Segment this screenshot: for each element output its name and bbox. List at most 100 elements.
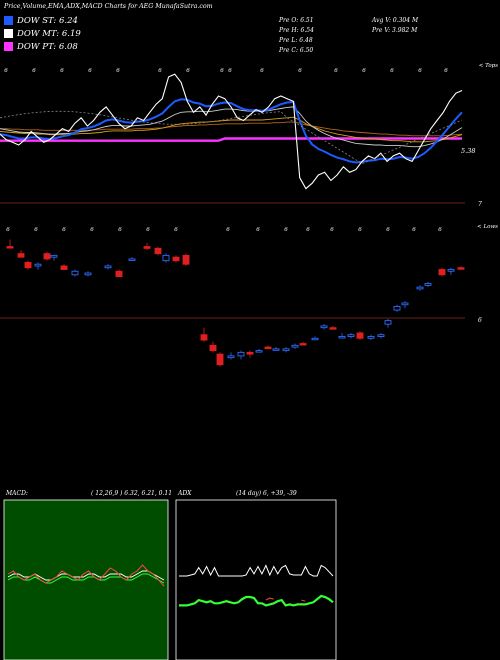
candle-lows-label: < Lows: [477, 224, 498, 230]
candle-top-marker: 6: [358, 227, 362, 233]
candle-body: [424, 283, 432, 286]
adx-title: ADX: [177, 490, 192, 497]
candle-top-marker: 6: [284, 227, 288, 233]
candle-body: [347, 334, 355, 337]
candle-body: [393, 306, 401, 311]
candle: [6, 239, 14, 249]
candle-body: [438, 269, 446, 276]
candle-top-marker: 6: [386, 227, 390, 233]
price-top-marker: 6: [220, 68, 224, 74]
candle: [104, 264, 112, 270]
candle-body: [329, 327, 337, 330]
candle-top-marker: 6: [226, 227, 230, 233]
adx-panel-bg: [175, 499, 337, 660]
candle: [424, 281, 432, 288]
candle: [299, 341, 307, 346]
prev-high: Pre H: 6.54: [279, 27, 314, 34]
candle: [182, 253, 190, 266]
candle-body: [43, 253, 51, 260]
candle: [384, 318, 392, 328]
candle-body: [282, 348, 290, 352]
candle: [282, 347, 290, 353]
price-top-marker: 6: [362, 68, 366, 74]
price-level-label: 7: [478, 201, 482, 208]
price-top-marker: 6: [444, 68, 448, 74]
candle: [338, 332, 346, 339]
price-dotted-line: [0, 110, 463, 165]
candle-body: [384, 320, 392, 325]
candle-body: [377, 334, 385, 337]
candle: [329, 325, 337, 330]
candle-body: [104, 265, 112, 269]
candle-body: [311, 337, 319, 341]
candle: [347, 332, 355, 339]
candle-body: [17, 253, 25, 258]
candle: [246, 350, 254, 358]
price-top-marker: 6: [186, 68, 190, 74]
candle: [115, 269, 123, 278]
candle-body: [246, 351, 254, 355]
candle-top-marker: 6: [330, 227, 334, 233]
candle-body: [6, 246, 14, 249]
macd-series-line-2: [7, 564, 165, 587]
prev-low: Pre L: 6.48: [279, 37, 313, 44]
price-ema-value: 5.38: [461, 147, 475, 155]
macd-params: ( 12,26,9 ) 6.32, 6.21, 0.11: [91, 490, 172, 497]
adx-series-line-2: [265, 597, 274, 601]
candle-body: [182, 254, 190, 265]
price-top-marker: 6: [390, 68, 394, 74]
price-top-marker: 6: [60, 68, 64, 74]
candle-body: [291, 344, 299, 348]
candle-body: [24, 261, 32, 269]
candle-body: [264, 346, 272, 350]
candle-body: [71, 270, 79, 276]
candle: [457, 265, 465, 270]
candle: [416, 285, 424, 291]
candle-top-marker: 6: [146, 227, 150, 233]
candle: [200, 327, 208, 342]
price-top-marker: 6: [88, 68, 92, 74]
candle: [438, 267, 446, 277]
candle-top-marker: 6: [6, 227, 10, 233]
candle-body: [154, 247, 162, 255]
candle-body: [367, 336, 375, 339]
price-top-marker: 6: [116, 68, 120, 74]
price-top-marker: 6: [334, 68, 338, 74]
prev-volume: Pre V: 3.982 M: [372, 27, 418, 34]
candle-body: [320, 325, 328, 329]
adx-series-line-2: [301, 599, 306, 602]
price-top-marker: 6: [4, 68, 8, 74]
legend-label-dow-pt: DOW PT: 6.08: [17, 41, 78, 52]
candle-body: [338, 336, 346, 339]
candle: [227, 352, 235, 360]
candle: [209, 341, 217, 353]
candle-top-marker: 6: [438, 227, 442, 233]
price-top-marker: 6: [418, 68, 422, 74]
candle: [255, 348, 263, 353]
candle-body: [60, 265, 68, 270]
legend-dow-st: DOW ST: 6.24: [4, 15, 78, 26]
candle-body: [34, 263, 42, 267]
legend-label-dow-mt: DOW MT: 6.19: [17, 28, 81, 39]
candle-body: [227, 355, 235, 359]
candle-body: [457, 267, 465, 270]
legend-label-dow-st: DOW ST: 6.24: [17, 15, 78, 26]
candle: [320, 324, 328, 330]
candle: [447, 267, 455, 275]
candle: [264, 345, 272, 350]
prev-close: Pre C: 6.50: [279, 47, 314, 54]
prev-open: Pre O: 6.51: [279, 17, 314, 24]
macd-title: MACD:: [5, 490, 28, 497]
adx-series-line-1: [179, 594, 334, 607]
legend-swatch-dow-st: [4, 16, 13, 25]
candle: [24, 260, 32, 270]
candle: [272, 347, 280, 351]
price-top-marker: 6: [298, 68, 302, 74]
candle-top-marker: 6: [34, 227, 38, 233]
candle-body: [162, 254, 170, 262]
legend-dow-pt: DOW PT: 6.08: [4, 41, 78, 52]
candle-body: [255, 350, 263, 353]
candle-body: [115, 270, 123, 278]
candle: [154, 246, 162, 256]
